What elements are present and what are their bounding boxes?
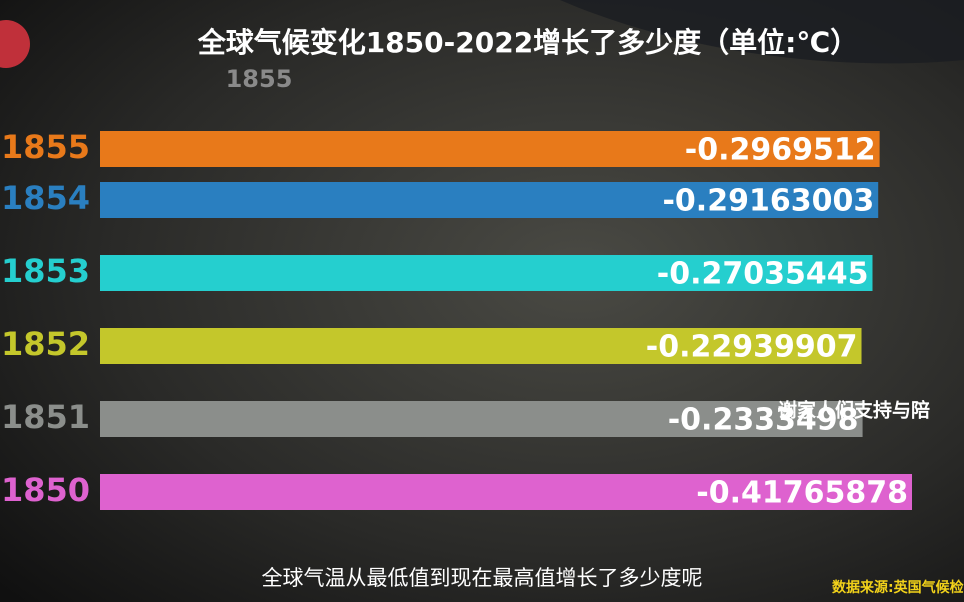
category-label: 1855 (1, 128, 90, 166)
logo (0, 20, 30, 68)
category-label: 1853 (1, 252, 90, 290)
value-label: -0.2333498 (668, 403, 859, 438)
source: 数据来源:英国气候检 (832, 579, 964, 596)
caption: 全球气温从最低值到现在最高值增长了多少度呢 (262, 566, 703, 590)
bar (100, 182, 879, 218)
overlay-text: 谢家人们支持与陪 (778, 399, 930, 422)
bar (100, 255, 873, 291)
period-label: 1855 (226, 65, 293, 93)
bar (100, 328, 862, 364)
value-label: -0.22939907 (646, 330, 858, 365)
category-label: 1851 (1, 398, 90, 436)
bars: 1855 -0.2969512 1854 -0.29163003 1853 -0.2703… (1, 128, 912, 511)
bar (100, 474, 912, 510)
value-label: -0.27035445 (657, 257, 869, 292)
category-label: 1850 (1, 471, 90, 509)
space-backdrop (560, 0, 964, 64)
category-label: 1852 (1, 325, 90, 363)
chart-title: 全球气候变化1850-2022增长了多少度（单位:℃） (197, 26, 859, 59)
value-label: -0.2969512 (685, 133, 876, 168)
bar (100, 401, 863, 437)
category-label: 1854 (1, 179, 90, 217)
value-label: -0.29163003 (662, 184, 874, 219)
value-label: -0.41765878 (696, 476, 908, 511)
bar (100, 131, 880, 167)
